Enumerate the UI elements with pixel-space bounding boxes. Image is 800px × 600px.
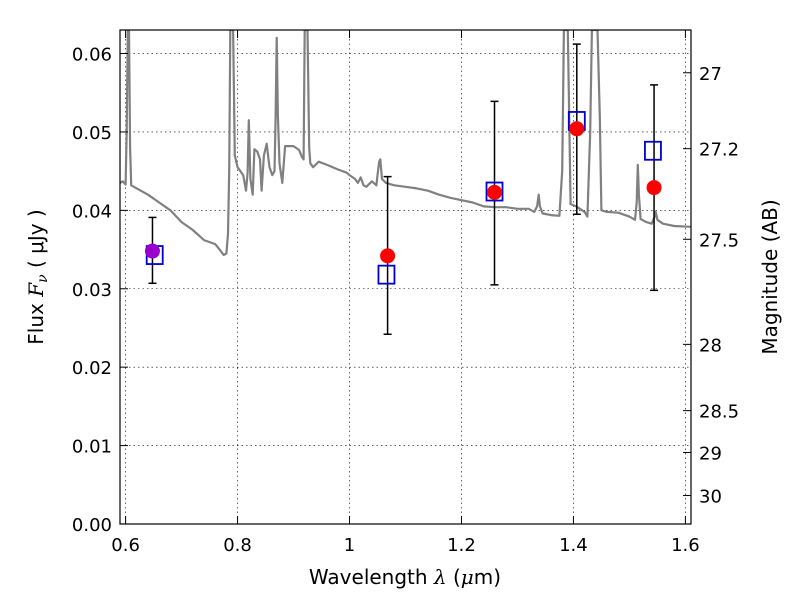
- y-tick-label: 0.05: [72, 123, 112, 144]
- y-tick-label: 0.03: [72, 280, 112, 301]
- axis-ticks: 0.6 0.8 1 1.2 1.4 1.6 0.00 0.01 0.02 0.03 0.04 0.05…: [72, 30, 739, 556]
- x-tick-label: 1: [344, 535, 355, 556]
- model-box-marker: [485, 181, 504, 202]
- error-bars-layer: [148, 43, 659, 335]
- grid-lines: [120, 30, 691, 525]
- observed-point: [569, 121, 585, 137]
- observed-point: [380, 248, 396, 264]
- right-tick-label: 27.5: [699, 230, 739, 251]
- x-tick-label: 0.8: [223, 535, 252, 556]
- observed-point: [487, 184, 503, 200]
- plot-frame: [119, 29, 692, 525]
- y-tick-label: 0.04: [72, 201, 112, 222]
- x-tick-label: 1.6: [671, 535, 700, 556]
- x-tick-label: 1.4: [559, 535, 588, 556]
- right-tick-label: 29: [699, 443, 722, 464]
- x-tick-label: 0.6: [111, 535, 140, 556]
- observed-point: [144, 243, 160, 259]
- right-tick-label: 28.5: [699, 402, 739, 423]
- y-tick-label: 0.02: [72, 358, 112, 379]
- right-tick-label: 28: [699, 335, 722, 356]
- right-axis-label: Magnitude (AB): [758, 199, 782, 354]
- right-tick-label: 27: [699, 64, 722, 85]
- y-tick-label: 0.00: [72, 515, 112, 536]
- model-box-marker: [644, 140, 662, 161]
- model-sed-layer: [120, 30, 691, 257]
- y-tick-label: 0.01: [72, 437, 112, 458]
- observed-point: [646, 180, 662, 196]
- y-tick-label: 0.06: [72, 45, 112, 66]
- right-tick-label: 27.2: [699, 140, 739, 161]
- model-box-marker: [377, 264, 396, 285]
- sed-line: [120, 30, 691, 257]
- x-tick-label: 1.2: [447, 535, 476, 556]
- observed-points-layer: [144, 121, 662, 264]
- y-axis-label: Flux Fν ( μJy ): [24, 209, 51, 344]
- x-axis-label: Wavelength λ (μm): [309, 565, 501, 589]
- right-tick-label: 30: [699, 487, 722, 508]
- model-box-markers-layer: [145, 111, 662, 285]
